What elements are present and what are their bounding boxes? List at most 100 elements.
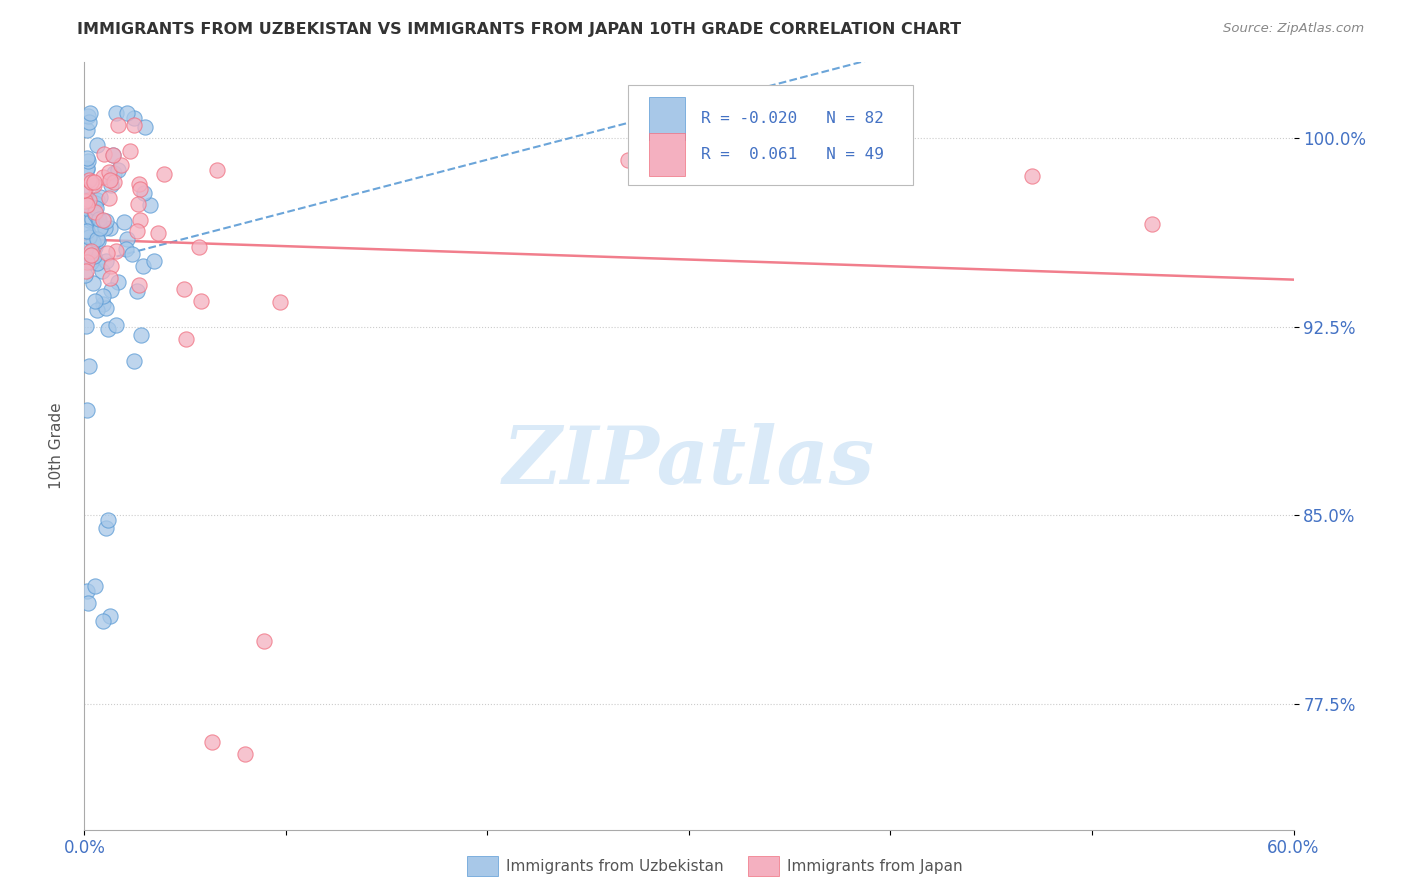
- Point: [91, 288, 114, 302]
- Point: [1142, 217, 1164, 231]
- Point: [115, 232, 138, 246]
- Point: [84, 578, 107, 592]
- Point: [253, 634, 276, 648]
- Point: [96, 245, 118, 260]
- Point: [79, 212, 101, 227]
- Point: [77, 359, 100, 373]
- Point: [93, 146, 115, 161]
- Point: [100, 283, 122, 297]
- Point: [76, 161, 98, 175]
- Point: [103, 166, 125, 180]
- Point: [86, 138, 108, 153]
- Point: [80, 252, 103, 267]
- Point: [83, 195, 105, 210]
- Point: [200, 734, 222, 748]
- Point: [128, 182, 150, 196]
- Point: [100, 259, 122, 273]
- Point: [96, 301, 118, 316]
- Point: [173, 282, 195, 296]
- Point: [80, 244, 103, 259]
- Point: [107, 276, 129, 290]
- Point: [121, 246, 143, 260]
- Point: [75, 268, 97, 283]
- Point: [91, 169, 114, 184]
- Point: [103, 175, 125, 189]
- Point: [97, 165, 120, 179]
- Text: R =  0.061   N = 49: R = 0.061 N = 49: [702, 147, 884, 162]
- Point: [128, 177, 150, 191]
- Point: [77, 173, 100, 187]
- Point: [101, 148, 124, 162]
- Point: [101, 148, 124, 162]
- Point: [76, 255, 98, 269]
- Point: [76, 151, 98, 165]
- Point: [115, 242, 138, 256]
- Point: [174, 332, 197, 346]
- Point: [86, 232, 108, 246]
- Point: [143, 254, 166, 268]
- Point: [76, 154, 98, 169]
- Point: [96, 521, 118, 535]
- Point: [73, 194, 96, 208]
- Point: [73, 243, 96, 257]
- Point: [76, 123, 98, 137]
- Point: [83, 205, 105, 219]
- Point: [73, 194, 96, 208]
- Text: IMMIGRANTS FROM UZBEKISTAN VS IMMIGRANTS FROM JAPAN 10TH GRADE CORRELATION CHART: IMMIGRANTS FROM UZBEKISTAN VS IMMIGRANTS…: [77, 22, 962, 37]
- Point: [91, 297, 114, 311]
- Text: Source: ZipAtlas.com: Source: ZipAtlas.com: [1223, 22, 1364, 36]
- Point: [1021, 169, 1043, 183]
- Point: [104, 244, 127, 258]
- Point: [127, 284, 149, 298]
- Point: [83, 293, 105, 308]
- Point: [233, 747, 256, 761]
- Point: [269, 295, 291, 310]
- Text: Immigrants from Japan: Immigrants from Japan: [787, 859, 963, 873]
- Point: [77, 115, 100, 129]
- Point: [132, 186, 155, 200]
- Point: [97, 513, 120, 527]
- FancyBboxPatch shape: [650, 134, 685, 176]
- Point: [77, 193, 100, 207]
- Point: [107, 163, 129, 178]
- Text: Immigrants from Uzbekistan: Immigrants from Uzbekistan: [506, 859, 724, 873]
- Point: [76, 264, 98, 278]
- Point: [94, 254, 117, 268]
- Point: [73, 183, 96, 197]
- Point: [134, 120, 156, 135]
- Point: [90, 264, 112, 278]
- Point: [100, 608, 122, 623]
- Point: [82, 276, 104, 290]
- Point: [98, 190, 121, 204]
- Point: [75, 224, 97, 238]
- Point: [82, 235, 104, 250]
- Text: 10th Grade: 10th Grade: [49, 402, 63, 490]
- Point: [84, 201, 107, 215]
- Point: [129, 212, 152, 227]
- Point: [76, 109, 98, 123]
- Point: [83, 248, 105, 262]
- Point: [86, 303, 108, 318]
- Point: [80, 176, 103, 190]
- Point: [127, 224, 149, 238]
- Point: [94, 220, 117, 235]
- Point: [79, 105, 101, 120]
- Point: [187, 240, 209, 254]
- Point: [152, 167, 174, 181]
- Point: [76, 403, 98, 417]
- Point: [76, 161, 98, 176]
- Point: [76, 596, 98, 610]
- Point: [76, 583, 98, 598]
- Point: [139, 197, 162, 211]
- Point: [120, 145, 142, 159]
- Point: [90, 219, 112, 233]
- Point: [132, 259, 155, 273]
- Point: [105, 318, 128, 332]
- Point: [75, 318, 97, 333]
- Point: [98, 172, 121, 186]
- Point: [190, 294, 212, 309]
- Point: [89, 221, 111, 235]
- Point: [73, 183, 96, 197]
- Point: [127, 197, 149, 211]
- Point: [100, 178, 122, 192]
